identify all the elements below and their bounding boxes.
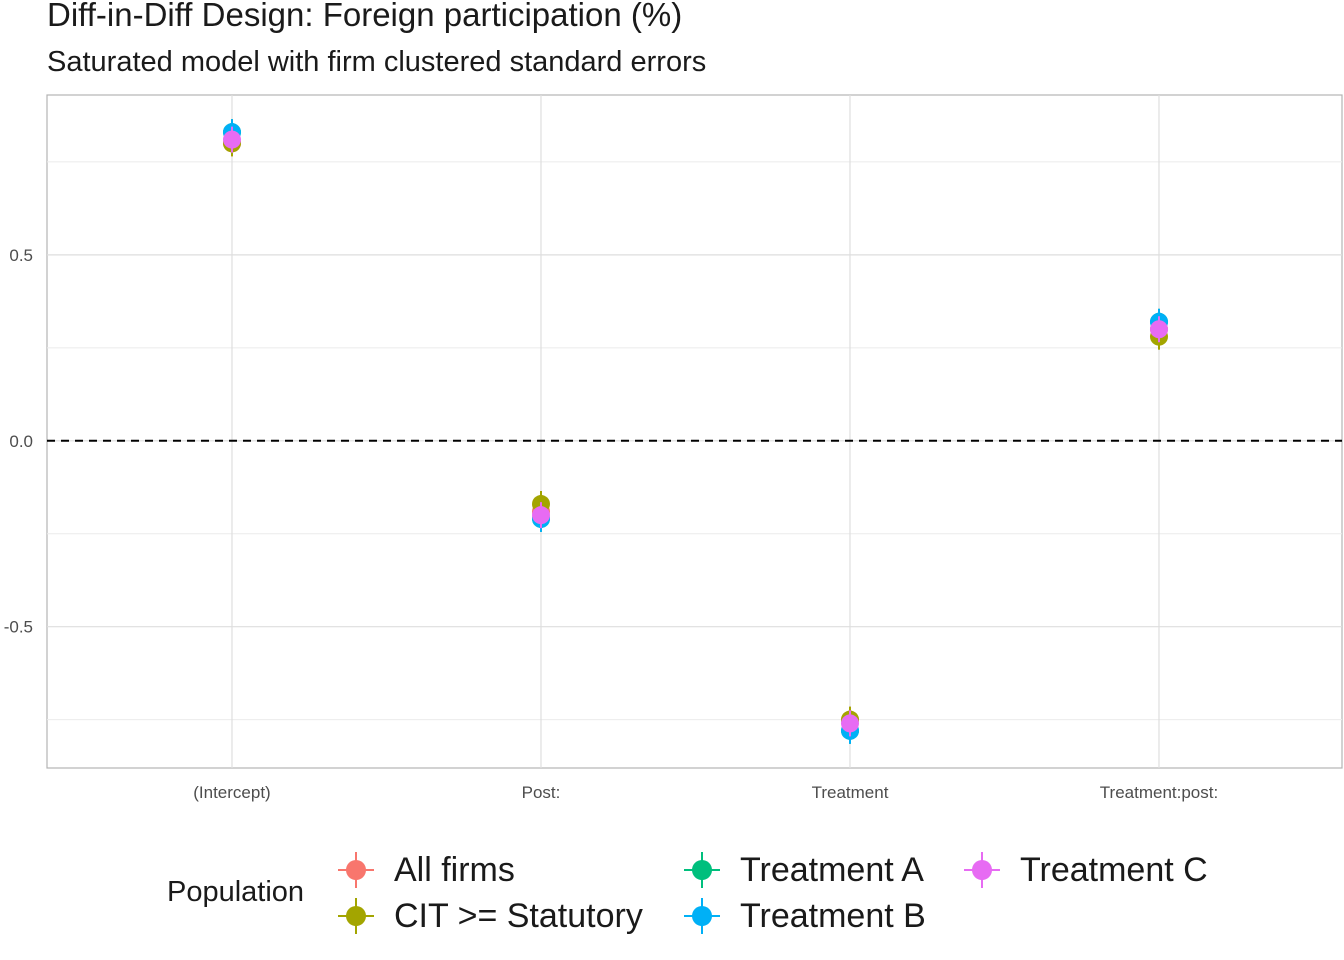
legend-key <box>964 852 1000 888</box>
x-tick-label: Post: <box>522 783 561 802</box>
legend-label: CIT >= Statutory <box>394 896 643 935</box>
legend-key <box>338 898 374 934</box>
chart-title: Diff-in-Diff Design: Foreign participati… <box>47 0 683 33</box>
y-tick-label: 0.0 <box>9 432 33 451</box>
data-point <box>223 130 241 149</box>
x-tick-label: Treatment:post: <box>1100 783 1218 802</box>
legend-key <box>338 852 374 888</box>
data-point <box>841 714 859 733</box>
legend-key <box>684 852 720 888</box>
chart-subtitle: Saturated model with firm clustered stan… <box>47 46 707 78</box>
data-point <box>1150 320 1168 339</box>
data-point <box>532 506 550 525</box>
plot-area: -0.5 0.0 0.5 (Intercept) Post: Treatment Treat… <box>4 94 1343 802</box>
legend-title: Population <box>167 876 305 908</box>
y-tick-label: 0.5 <box>9 246 33 265</box>
legend-key-point <box>972 860 992 880</box>
legend-item: Treatment C <box>962 848 1208 892</box>
legend-item: Treatment B <box>682 894 926 938</box>
legend-label: All firms <box>394 850 515 889</box>
panel-border <box>46 94 1343 769</box>
legend-label: Treatment B <box>740 896 926 935</box>
legend-key-point <box>692 860 712 880</box>
y-tick-label: -0.5 <box>4 618 33 637</box>
legend-key <box>684 898 720 934</box>
legend-item: CIT >= Statutory <box>336 894 643 938</box>
x-tick-label: (Intercept) <box>193 783 270 802</box>
x-tick-label: Treatment <box>812 783 889 802</box>
legend-key-point <box>692 906 712 926</box>
legend-label: Treatment A <box>740 850 924 889</box>
legend-key-point <box>346 860 366 880</box>
legend-item: Treatment A <box>682 848 924 892</box>
legend-label: Treatment C <box>1020 850 1208 889</box>
legend-item: All firms <box>336 848 515 892</box>
legend-key-point <box>346 906 366 926</box>
